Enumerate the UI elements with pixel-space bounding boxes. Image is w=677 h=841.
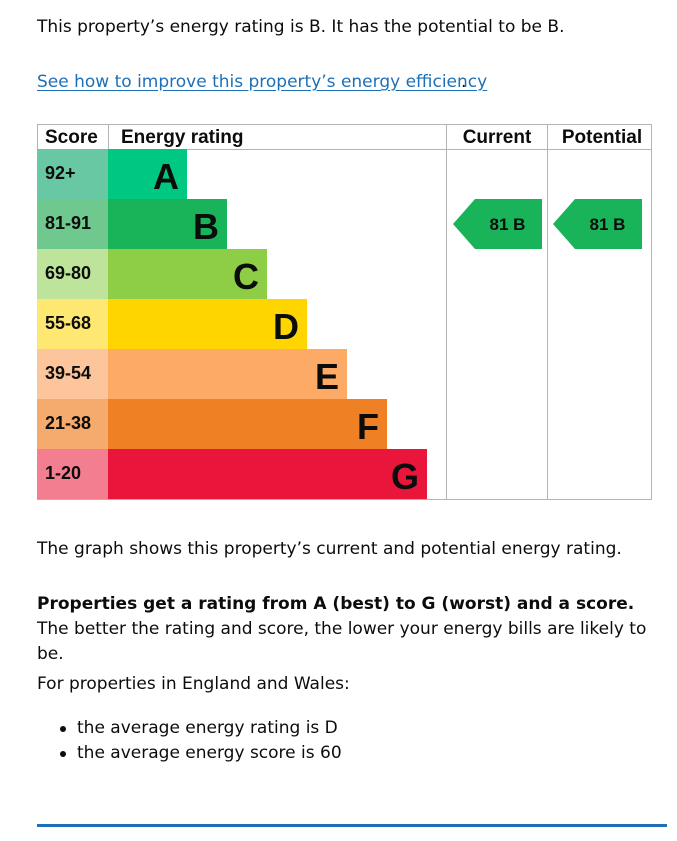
rating-explanation-bold: Properties get a rating from A (best) to…: [37, 594, 635, 614]
rating-explanation: Properties get a rating from A (best) to…: [37, 592, 657, 667]
rating-letter-b: B: [193, 206, 219, 247]
rating-explanation-rest: The better the rating and score, the low…: [37, 619, 647, 664]
score-header: Score: [45, 127, 98, 148]
score-range-e: 39-54: [45, 363, 91, 383]
current-rating-label: 81 B: [490, 215, 526, 234]
rating-letter-a: A: [153, 156, 179, 197]
score-range-f: 21-38: [45, 413, 91, 433]
score-range-g: 1-20: [45, 463, 81, 483]
rating-markers: 81 B 81 B: [453, 199, 642, 249]
rating-bar-a: [108, 149, 187, 199]
section-divider: [37, 824, 667, 827]
potential-rating-arrow: [553, 199, 642, 249]
rating-letter-d: D: [273, 306, 299, 347]
list-item: the average energy rating is D: [37, 716, 342, 741]
rating-letter-f: F: [357, 406, 379, 447]
score-range-c: 69-80: [45, 263, 91, 283]
energy-rating-header: Energy rating: [121, 127, 243, 148]
score-cell-b: [37, 199, 108, 249]
potential-header: Potential: [562, 127, 642, 148]
potential-rating-label: 81 B: [590, 215, 626, 234]
rating-summary: This property’s energy rating is B. It h…: [37, 17, 565, 37]
england-wales-text: For properties in England and Wales:: [37, 674, 350, 694]
rating-bar-c: [108, 249, 267, 299]
rating-letter-e: E: [315, 356, 339, 397]
rating-bar-f: [108, 399, 387, 449]
rating-bar-b: [108, 199, 227, 249]
score-cell-f: [37, 399, 108, 449]
score-range-b: 81-91: [45, 213, 91, 233]
rating-bar-g: [108, 449, 427, 499]
rating-bar-e: [108, 349, 347, 399]
score-range-a: 92+: [45, 163, 76, 183]
current-header: Current: [463, 127, 532, 148]
rating-bar-d: [108, 299, 307, 349]
link-full-stop: .: [461, 72, 467, 92]
score-range-d: 55-68: [45, 313, 91, 333]
energy-rating-chart: Score Energy rating Current Potential 92…: [37, 124, 652, 500]
score-cell-g: [37, 449, 108, 499]
improve-efficiency-link[interactable]: See how to improve this property’s energ…: [37, 72, 488, 92]
score-cell-a: [37, 149, 108, 199]
rating-letter-c: C: [233, 256, 259, 297]
graph-explanation: The graph shows this property’s current …: [37, 539, 622, 559]
score-cell-e: [37, 349, 108, 399]
list-item: the average energy score is 60: [37, 741, 342, 766]
score-cell-c: [37, 249, 108, 299]
averages-list: the average energy rating is D the avera…: [37, 716, 342, 766]
score-cell-d: [37, 299, 108, 349]
current-rating-arrow: [453, 199, 542, 249]
rating-letter-g: G: [391, 456, 419, 497]
rating-bands: 92+ A 81-91 B 69-80 C 55-68 D 39-54 E 21-38 F 1-20 G: [37, 149, 427, 499]
